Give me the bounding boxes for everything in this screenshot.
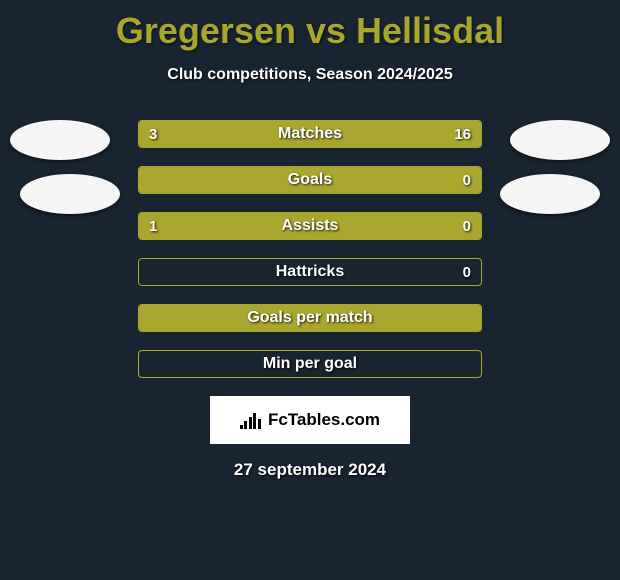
player1-avatar-top [10, 120, 110, 160]
bar-row: Goals0 [138, 166, 482, 194]
bar-left-fill [139, 213, 399, 239]
brand-text: FcTables.com [268, 410, 380, 430]
bar-value-right: 16 [454, 121, 471, 147]
page-title: Gregersen vs Hellisdal [0, 0, 620, 52]
bar-row: Hattricks0 [138, 258, 482, 286]
bar-value-left: 1 [149, 213, 157, 239]
bar-right-fill [201, 121, 481, 147]
bar-row: Assists10 [138, 212, 482, 240]
bar-left-fill [139, 305, 481, 331]
comparison-chart: Matches316Goals0Assists10Hattricks0Goals… [0, 120, 620, 378]
bar-value-right: 0 [463, 167, 471, 193]
bar-label: Min per goal [139, 351, 481, 377]
page-subtitle: Club competitions, Season 2024/2025 [0, 66, 620, 84]
bar-left-fill [139, 167, 481, 193]
bar-label: Hattricks [139, 259, 481, 285]
bar-value-right: 0 [463, 213, 471, 239]
bars-icon [240, 411, 262, 429]
bars-container: Matches316Goals0Assists10Hattricks0Goals… [138, 120, 482, 378]
footer-date: 27 september 2024 [0, 460, 620, 480]
player2-avatar-bottom [500, 174, 600, 214]
player2-avatar-top [510, 120, 610, 160]
bar-row: Min per goal [138, 350, 482, 378]
player1-avatar-bottom [20, 174, 120, 214]
bar-row: Goals per match [138, 304, 482, 332]
brand-box: FcTables.com [210, 396, 410, 444]
bar-row: Matches316 [138, 120, 482, 148]
bar-value-right: 0 [463, 259, 471, 285]
bar-value-left: 3 [149, 121, 157, 147]
